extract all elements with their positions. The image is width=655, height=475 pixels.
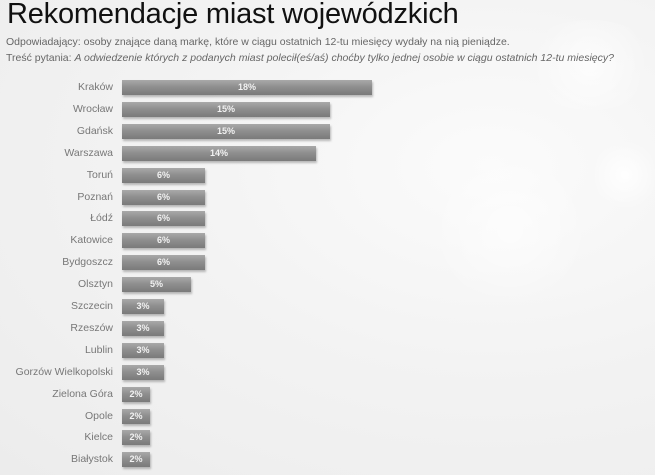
bar-value-label: 3% <box>136 301 150 311</box>
bar-value-label: 2% <box>129 411 143 421</box>
category-label: Szczecin <box>70 300 113 312</box>
bar: 3% <box>122 299 164 314</box>
bar: 3% <box>122 321 164 336</box>
chart-row: Zielona Góra 2% <box>0 387 655 403</box>
chart-row: Wrocław 15% <box>0 102 655 118</box>
bar: 6% <box>122 255 205 270</box>
bar: 14% <box>122 146 316 161</box>
bar-value-label: 15% <box>216 104 235 114</box>
chart-row: Lublin 3% <box>0 343 655 359</box>
chart-row: Kielce 2% <box>0 430 655 446</box>
chart-row: Poznań 6% <box>0 190 655 206</box>
respondents-text: osoby znające daną markę, które w ciągu … <box>83 36 510 48</box>
category-label: Toruń <box>86 169 113 181</box>
chart-row: Toruń 6% <box>0 168 655 184</box>
bar-value-label: 5% <box>149 279 163 289</box>
category-label: Kraków <box>77 81 113 93</box>
bar-value-label: 2% <box>129 454 143 464</box>
category-label: Warszawa <box>64 147 113 159</box>
background-bokeh <box>520 20 655 110</box>
chart-row: Gdańsk 15% <box>0 124 655 140</box>
chart-row: Łódź 6% <box>0 211 655 227</box>
chart-row: Katowice 6% <box>0 233 655 249</box>
chart-row: Gorzów Wielkopolski 3% <box>0 365 655 381</box>
bar: 18% <box>122 80 372 95</box>
bar: 2% <box>122 409 150 424</box>
category-label: Lublin <box>84 344 113 356</box>
category-label: Gorzów Wielkopolski <box>15 366 113 378</box>
category-label: Rzeszów <box>70 322 113 334</box>
category-label: Łódź <box>90 212 113 224</box>
chart-row: Rzeszów 3% <box>0 321 655 337</box>
category-label: Bydgoszcz <box>62 256 113 268</box>
bar-value-label: 2% <box>129 389 143 399</box>
bar: 15% <box>122 102 330 117</box>
category-label: Opole <box>84 410 113 422</box>
category-label: Gdańsk <box>76 125 113 137</box>
bar: 6% <box>122 168 205 183</box>
question-text: A odwiedzenie których z podanych miast p… <box>74 52 614 64</box>
respondents-label: Odpowiadający: <box>6 36 81 48</box>
bar-value-label: 6% <box>156 257 170 267</box>
bar: 6% <box>122 233 205 248</box>
category-label: Kielce <box>84 431 113 443</box>
chart-row: Olsztyn 5% <box>0 277 655 293</box>
bar: 15% <box>122 124 330 139</box>
chart-row: Bydgoszcz 6% <box>0 255 655 271</box>
category-label: Katowice <box>70 234 113 246</box>
question-line: Treść pytania: A odwiedzenie których z p… <box>6 52 614 64</box>
bar: 3% <box>122 343 164 358</box>
bar-value-label: 2% <box>129 432 143 442</box>
bar-value-label: 3% <box>136 367 150 377</box>
chart-row: Kraków 18% <box>0 80 655 96</box>
category-label: Olsztyn <box>77 278 113 290</box>
bar-value-label: 6% <box>156 192 170 202</box>
bar-value-label: 6% <box>156 235 170 245</box>
question-label: Treść pytania: <box>6 52 72 64</box>
bar-value-label: 15% <box>216 126 235 136</box>
bar-value-label: 3% <box>136 345 150 355</box>
bar: 3% <box>122 365 164 380</box>
category-label: Białystok <box>70 453 113 465</box>
category-label: Poznań <box>77 191 113 203</box>
category-label: Wrocław <box>72 103 113 115</box>
bar: 5% <box>122 277 191 292</box>
chart-row: Białystok 2% <box>0 452 655 468</box>
bar: 2% <box>122 430 150 445</box>
bar-value-label: 6% <box>156 170 170 180</box>
bar-value-label: 18% <box>237 82 256 92</box>
chart-row: Opole 2% <box>0 409 655 425</box>
respondents-line: Odpowiadający: osoby znające daną markę,… <box>6 36 510 48</box>
bar-value-label: 3% <box>136 323 150 333</box>
bar-value-label: 14% <box>209 148 228 158</box>
chart-row: Szczecin 3% <box>0 299 655 315</box>
bar: 2% <box>122 387 150 402</box>
bar: 6% <box>122 211 205 226</box>
bar: 6% <box>122 190 205 205</box>
bar-value-label: 6% <box>156 213 170 223</box>
category-label: Zielona Góra <box>52 388 113 400</box>
chart-row: Warszawa 14% <box>0 146 655 162</box>
page-title: Rekomendacje miast wojewódzkich <box>7 0 459 30</box>
bar: 2% <box>122 452 150 467</box>
